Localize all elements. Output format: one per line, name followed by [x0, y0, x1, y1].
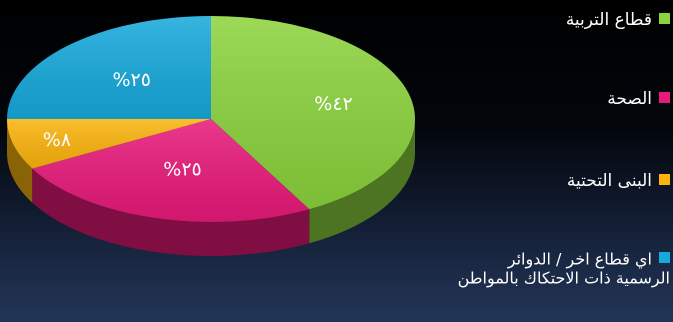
slice-other-sectors-gloss	[7, 16, 211, 119]
slice-other-sectors-label: %٢٥	[112, 69, 150, 91]
slice-health-label: %٢٥	[163, 159, 201, 181]
legend-label: البنى التحتية	[566, 171, 652, 191]
slice-education-gloss	[211, 16, 416, 210]
legend-item-education: قطاع التربية	[455, 10, 670, 32]
slice-health-gloss	[32, 119, 310, 223]
legend-item-infrastructure: البنى التحتية	[455, 171, 670, 193]
slice-education-side	[309, 119, 415, 244]
legend-label: قطاع التربية	[565, 10, 652, 30]
legend-swatch	[659, 174, 670, 185]
legend-item-other-sectors: اي قطاع اخر / الدوائر الرسمية ذات الاحتك…	[455, 250, 670, 287]
legend-label: الصحة	[607, 89, 652, 109]
legend-swatch	[659, 252, 670, 263]
slice-infrastructure-label: %٨	[43, 129, 71, 151]
slice-infrastructure-side	[7, 119, 33, 203]
legend-label: اي قطاع اخر / الدوائر الرسمية ذات الاحتك…	[457, 249, 670, 287]
slice-infrastructure-gloss	[7, 119, 211, 169]
pie-chart: %٤٢ %٢٥ %٨ %٢٥	[7, 16, 416, 256]
slice-health-side	[32, 168, 310, 256]
legend-swatch	[659, 92, 670, 103]
slice-education-label: %٤٢	[314, 93, 352, 115]
legend-item-health: الصحة	[455, 89, 670, 111]
legend-swatch	[659, 13, 670, 24]
